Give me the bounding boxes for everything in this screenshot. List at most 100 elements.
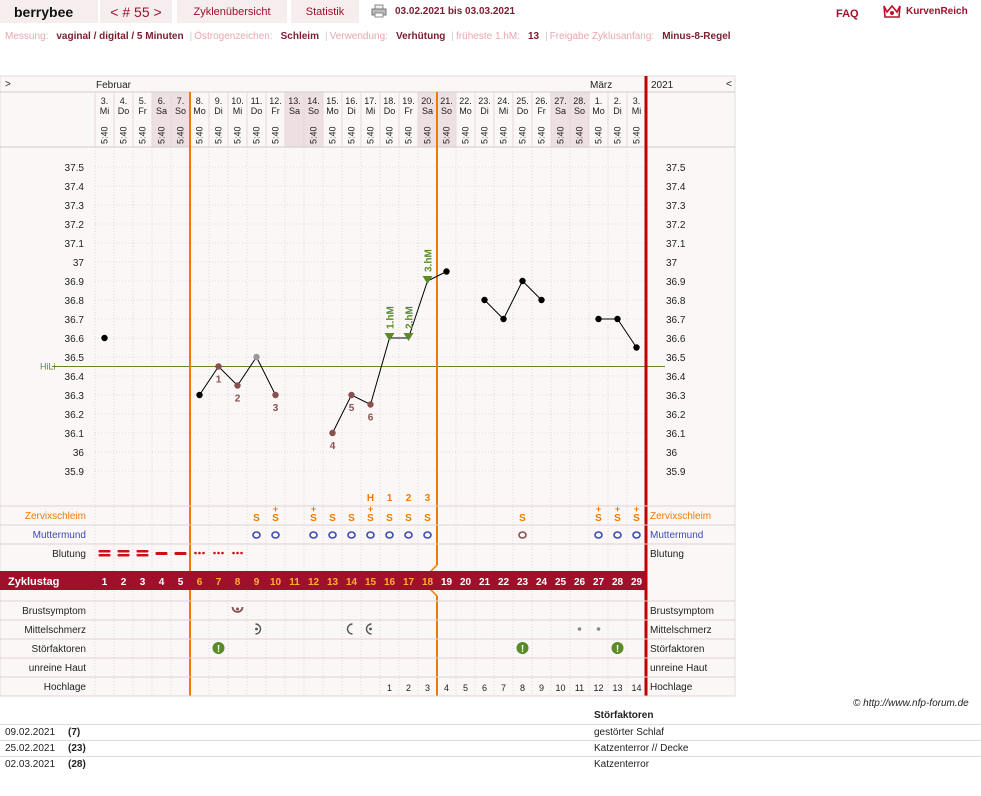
lower-point-number: 3 [273, 403, 279, 414]
spotting-dot [202, 551, 205, 555]
cycle-day-number: 11 [289, 577, 300, 588]
temperature-point [196, 391, 203, 399]
weekday-label: Fr [537, 106, 546, 116]
date-label: 11. [251, 96, 263, 106]
time-label: 5:40 [176, 126, 186, 144]
hochlage-number: 9 [539, 683, 544, 693]
spotting-dot [221, 551, 224, 555]
weekday-label: Mi [100, 106, 110, 116]
kurvenreich-logo[interactable]: KurvenReich [882, 3, 968, 19]
info-separator: | [189, 31, 193, 42]
weekend-header-shade [570, 92, 589, 147]
peak-day-label: 1 [387, 493, 393, 504]
weekday-label: Do [517, 106, 529, 116]
weekday-label: Mi [233, 106, 243, 116]
row-label-right: Brustsymptom [650, 606, 714, 617]
weekday-label: Mi [499, 106, 509, 116]
row-label-right: Muttermund [650, 530, 703, 541]
y-tick-label-right: 37.1 [666, 239, 686, 250]
cycle-day-number: 20 [460, 577, 472, 588]
logo-text: KurvenReich [906, 5, 968, 17]
temperature-point [272, 391, 279, 399]
printer-icon[interactable] [371, 4, 387, 18]
info-value: Schleim [280, 31, 319, 42]
date-label: 3. [101, 96, 109, 106]
cervix-symbol [613, 531, 622, 539]
cycle-day-number: 22 [498, 577, 510, 588]
y-tick-label-right: 37.3 [666, 201, 686, 212]
hochlage-number: 14 [631, 683, 641, 693]
temperature-point [443, 268, 450, 275]
row-label-right: Zervixschleim [650, 511, 711, 522]
cycle-day-number: 17 [403, 577, 415, 588]
cycle-nav[interactable]: < # 55 > [100, 0, 172, 23]
temperature-point [101, 334, 108, 342]
y-tick-label-left: 36.4 [65, 372, 85, 383]
weekday-label: Mo [326, 106, 339, 116]
mucus-symbol: S [272, 513, 279, 524]
y-tick-label-left: 37 [73, 258, 85, 269]
weekday-label: Fr [404, 106, 413, 116]
cycle-day-band [0, 571, 646, 590]
brand-name[interactable]: berrybee [0, 0, 98, 23]
time-label: 5:40 [100, 126, 110, 144]
mucus-symbol: S [386, 513, 393, 524]
info-label: Östrogenzeichen: [194, 31, 273, 42]
weekday-label: Fr [271, 106, 280, 116]
peak-day-label: H [367, 493, 374, 504]
nav-next-button[interactable]: < [726, 79, 732, 90]
disturbance-icon [611, 642, 624, 654]
date-label: 7. [177, 96, 185, 106]
lower-point-number: 4 [330, 441, 336, 452]
temperature-point [481, 296, 488, 304]
weekday-label: Mi [366, 106, 376, 116]
time-label: 5:40 [119, 126, 129, 144]
y-tick-label-right: 36.9 [666, 277, 686, 288]
mucus-plus-symbol: + [273, 504, 278, 514]
date-label: 21. [440, 96, 453, 106]
time-label: 5:40 [556, 126, 566, 144]
date-label: 2. [614, 96, 622, 106]
mucus-symbol: S [519, 513, 526, 524]
spotting-dot [232, 551, 235, 555]
date-label: 8. [196, 96, 204, 106]
cycle-day-number: 5 [178, 577, 184, 588]
hochlage-number: 11 [575, 683, 584, 693]
weekday-label: Do [118, 106, 130, 116]
row-label-right: unreine Haut [650, 663, 707, 674]
crown-icon [883, 4, 901, 18]
cycle-day-number: 28 [612, 577, 624, 588]
row-label-right: Mittelschmerz [650, 625, 712, 636]
tab-cycle-overview[interactable]: Zyklenübersicht [177, 0, 287, 23]
time-label: 5:40 [404, 126, 414, 144]
row-label-left: Hochlage [44, 682, 87, 693]
top-bar: berrybee < # 55 > Zyklenübersicht Statis… [0, 0, 981, 24]
nav-prev-button[interactable]: > [5, 79, 11, 90]
cervix-symbol [366, 531, 375, 539]
time-label: 5:40 [195, 126, 205, 144]
date-label: 3. [633, 96, 641, 106]
faq-link[interactable]: FAQ [836, 8, 859, 20]
disturbance-icon [516, 642, 529, 654]
mucus-plus-symbol: + [596, 504, 601, 514]
date-label: 14. [307, 96, 320, 106]
y-tick-label-left: 36.5 [65, 353, 85, 364]
pain-symbol [365, 623, 372, 635]
weekday-label: Di [347, 106, 356, 116]
weekend-header-shade [285, 92, 304, 147]
disturbance-icon [212, 642, 225, 654]
breast-symptom-icon [231, 606, 244, 613]
bleeding-mark [136, 550, 149, 553]
time-label: 5:40 [575, 126, 585, 144]
weekday-label: So [441, 106, 452, 116]
weekday-label: Do [251, 106, 263, 116]
tab-statistics[interactable]: Statistik [291, 0, 359, 23]
row-label-right: Blutung [650, 549, 684, 560]
hochlage-number: 8 [520, 683, 525, 693]
y-tick-label-left: 37.4 [65, 182, 85, 193]
copyright[interactable]: © http://www.nfp-forum.de [853, 698, 969, 709]
info-value: Verhütung [395, 31, 446, 42]
pain-symbol [346, 623, 353, 635]
time-label: 5:40 [537, 126, 547, 144]
cervix-symbol [594, 531, 603, 539]
